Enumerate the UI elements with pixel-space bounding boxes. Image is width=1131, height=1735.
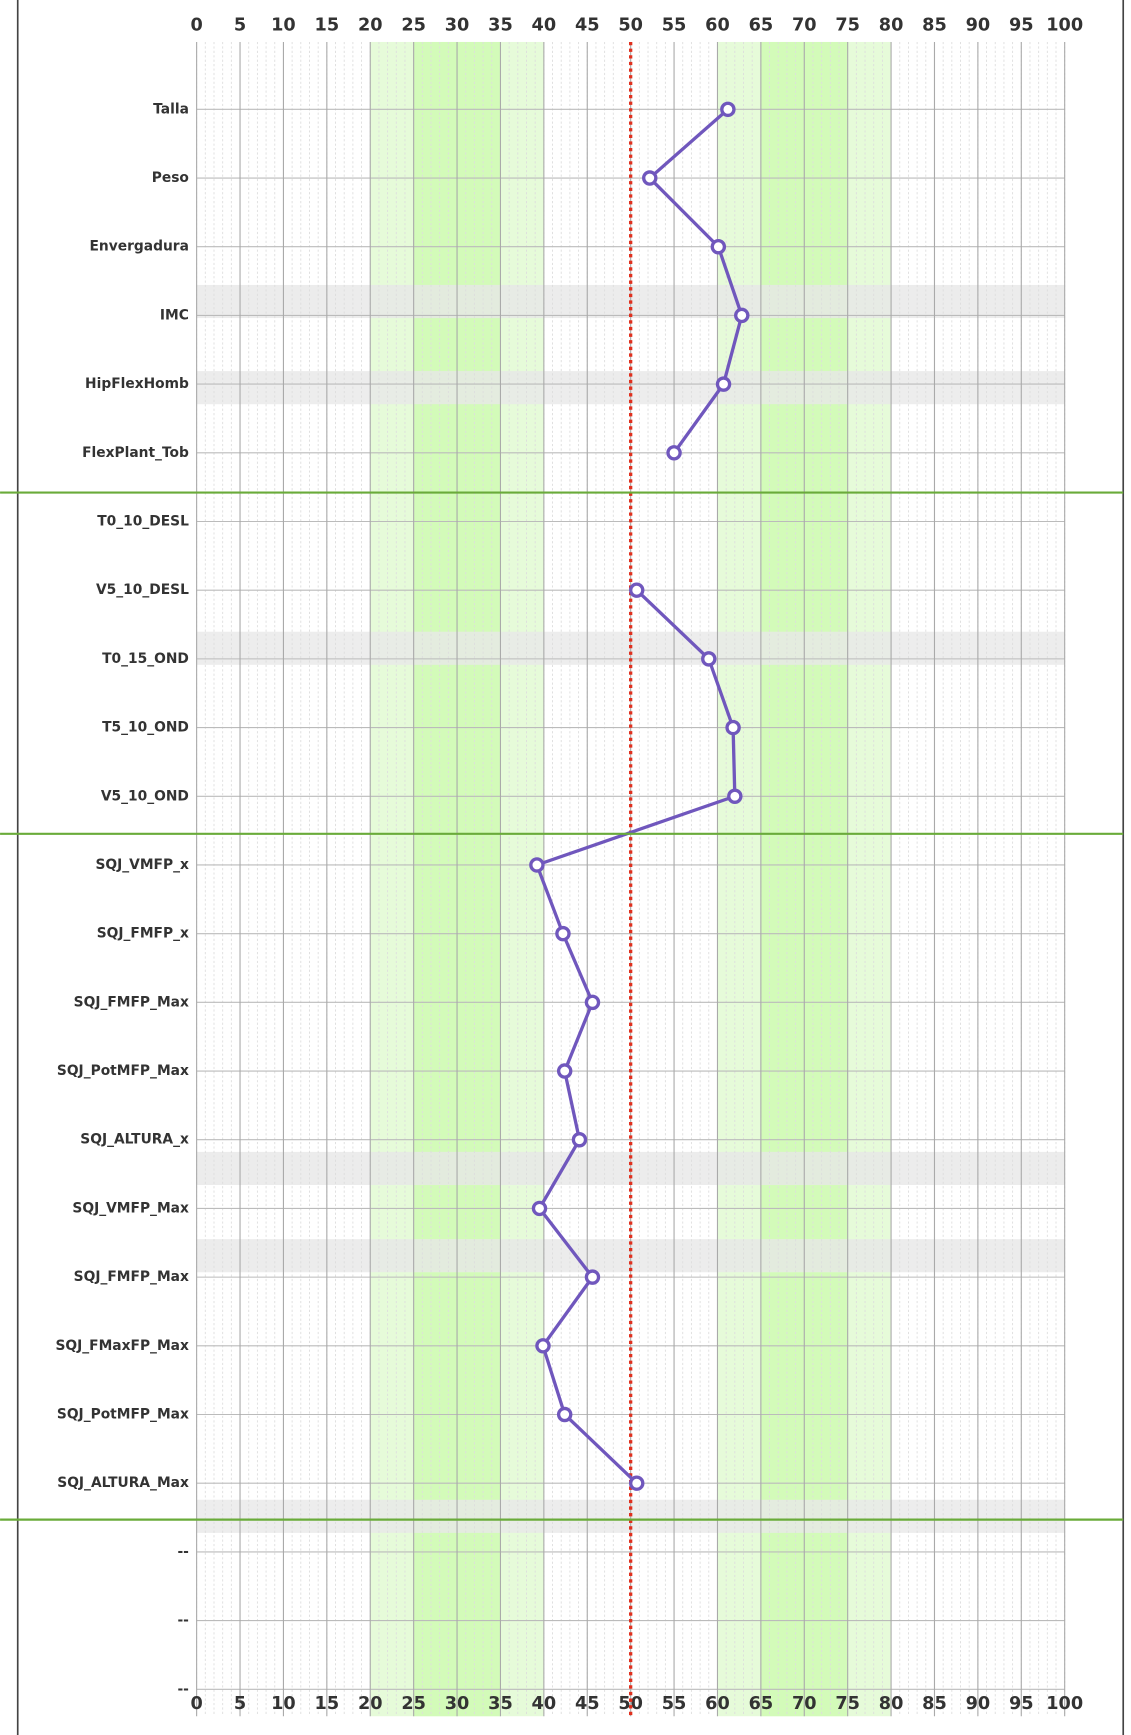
separators [0,491,1124,1521]
x-tick-label: 70 [792,15,817,35]
category-label: FlexPlant_Tob [82,445,189,461]
x-tick-label: 55 [662,15,687,35]
category-label: SQJ_PotMFP_Max [57,1407,189,1423]
x-tick-label: 20 [358,1694,383,1714]
category-label: T0_10_DESL [97,513,189,529]
x-tick-label: 95 [1009,15,1034,35]
point [556,1063,573,1079]
x-tick-label: 25 [401,15,426,35]
x-tick-label: 65 [749,15,774,35]
point [555,925,571,942]
x-tick-label: 50 [618,1694,643,1714]
series-line [534,588,737,1485]
point [725,719,741,736]
point [710,238,727,255]
category-label: T0_15_OND [102,651,189,667]
x-tick-label: 15 [315,15,340,35]
x-tick-label: 60 [705,15,730,35]
x-tick-label: 100 [1046,15,1083,35]
x-tick-label: 10 [271,15,296,35]
x-tick-label: 15 [315,1694,340,1714]
category-label: SQJ_FMFP_x [97,926,189,942]
x-tick-label: 10 [271,1694,296,1714]
x-tick-label: 75 [835,1694,860,1714]
x-tick-label: 85 [922,1694,947,1714]
x-tick-label: 35 [488,15,513,35]
point [629,1475,645,1491]
x-tick-label: 90 [966,1694,991,1714]
x-tick-label: 20 [358,15,383,35]
x-tick-label: 30 [445,15,470,35]
category-label: V5_10_OND [101,788,189,804]
x-tick-label: 80 [879,1694,904,1714]
point [701,651,717,667]
point [571,1132,588,1148]
x-tick-label: 35 [488,1694,513,1714]
category-label: -- [177,1544,188,1560]
x-tick-label: 100 [1046,1694,1083,1714]
category-label: SQJ_ALTURA_x [80,1132,189,1148]
point [535,1338,551,1354]
point [715,376,732,392]
point [720,101,736,118]
x-tick-label: 70 [792,1694,817,1714]
x-tick-label: 90 [966,15,991,35]
point [556,1406,573,1423]
x-tick-label: 45 [575,1694,600,1714]
category-label: -- [177,1613,188,1629]
x-tick-label: 40 [532,15,557,35]
x-tick-label: 65 [749,1694,774,1714]
x-tick-label: 60 [705,1694,730,1714]
category-label: SQJ_FMaxFP_Max [55,1338,189,1354]
x-tick-label: 55 [662,1694,687,1714]
series-line [647,108,744,454]
category-label: SQJ_FMFP_Max [74,1269,189,1285]
point [734,307,750,324]
point [727,788,743,804]
x-tick-label: 45 [575,15,600,35]
category-label: Peso [152,170,189,186]
category-label: SQJ_PotMFP_Max [57,1063,189,1079]
x-tick-label: 25 [401,1694,426,1714]
point [584,994,601,1011]
category-label: IMC [160,307,189,323]
category-label: Envergadura [89,239,188,255]
point [666,445,682,461]
x-tick-label: 0 [190,1694,202,1714]
x-tick-label: 80 [879,15,904,35]
x-tick-label: 75 [835,15,860,35]
category-label: SQJ_FMFP_Max [74,994,189,1010]
category-label: -- [177,1681,188,1697]
category-label: SQJ_ALTURA_Max [57,1475,189,1491]
point [629,582,645,598]
x-tick-label: 5 [234,1694,246,1714]
x-tick-label: 95 [1009,1694,1034,1714]
point [529,857,545,873]
category-label: SQJ_VMFP_x [95,857,189,873]
category-label: V5_10_DESL [96,582,189,598]
x-tick-label: 30 [445,1694,470,1714]
category-label: Talla [153,101,189,117]
category-label: T5_10_OND [102,720,189,736]
x-tick-label: 40 [532,1694,557,1714]
point [531,1200,548,1217]
plot [529,41,750,1717]
category-label: SQJ_VMFP_Max [72,1200,189,1216]
point [584,1269,601,1285]
x-tick-label: 5 [234,15,246,35]
x-tick-label: 85 [922,15,947,35]
x-tick-label: 0 [190,15,202,35]
category-label: HipFlexHomb [85,376,189,392]
x-tick-label: 50 [618,15,643,35]
point [642,170,658,186]
